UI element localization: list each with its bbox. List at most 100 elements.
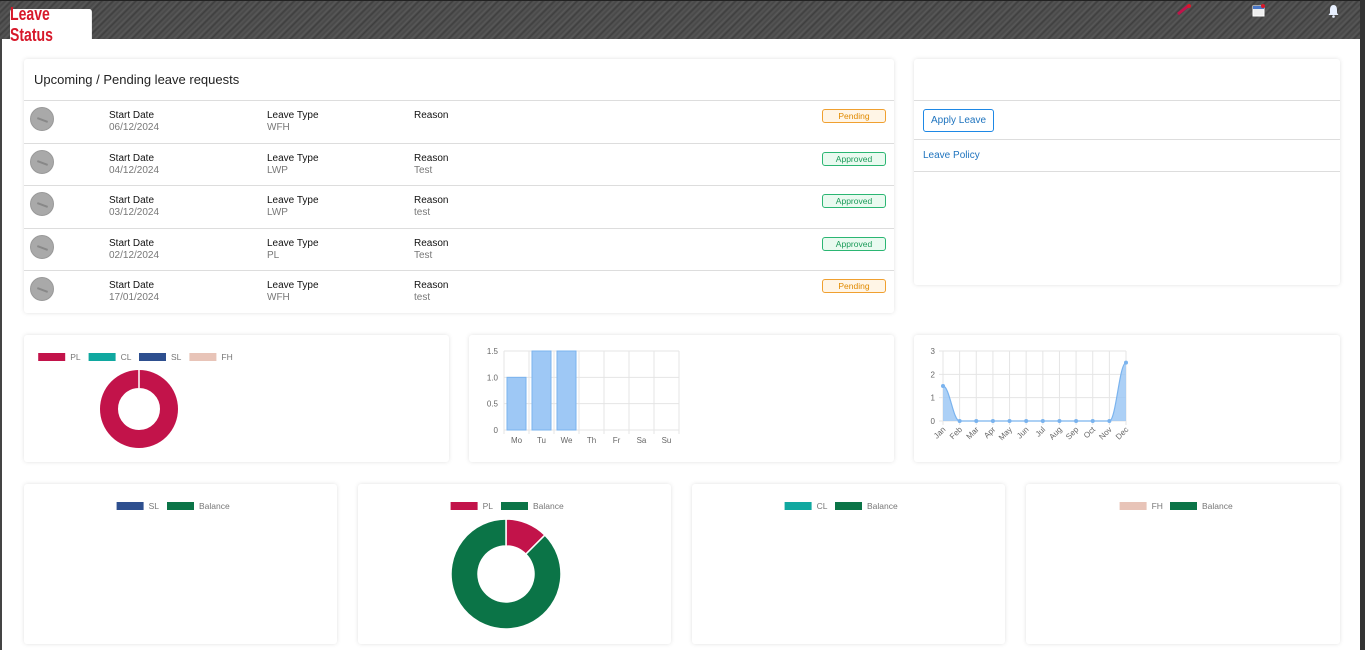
reason-label: Reason (414, 195, 449, 207)
avatar (30, 192, 54, 217)
y-tick-label: 3 (931, 347, 936, 356)
legend-label-pl: PL (70, 352, 81, 362)
legend-label-sl: SL (149, 501, 160, 511)
area-line (942, 362, 1127, 422)
leave-requests-card: Upcoming / Pending leave requests Start … (24, 59, 894, 313)
x-tick-label: Dec (1114, 425, 1130, 441)
window-left-edge (0, 0, 2, 650)
leave-policy-link[interactable]: Leave Policy (923, 150, 980, 161)
legend-label-cl: CL (817, 501, 828, 511)
leave-type-value: LWP (267, 207, 288, 219)
y-tick-label: 2 (931, 370, 936, 379)
start-date-value: 17/01/2024 (109, 292, 160, 304)
top-bar: Leave Status (0, 0, 1360, 45)
legend-label-balance: Balance (199, 501, 230, 511)
legend-swatch-pl (450, 502, 478, 510)
x-tick-label: Oct (1082, 425, 1098, 441)
flag-icon[interactable] (1176, 4, 1191, 18)
point-aug (1057, 419, 1062, 423)
status-badge: Approved (822, 151, 886, 166)
avatar (30, 234, 54, 259)
x-tick-label: Su (662, 436, 672, 445)
y-tick-label: 0.5 (487, 400, 499, 409)
reason-label: Reason (414, 280, 449, 292)
start-date-value: 03/12/2024 (109, 207, 160, 219)
legend-swatch-cl (784, 502, 812, 510)
start-date-label: Start Date (109, 280, 155, 292)
sl-balance-card: SL Balance (24, 484, 337, 644)
table-row[interactable]: Start Date 02/12/2024 Leave Type PL Reas… (24, 227, 894, 271)
leave-type-label: Leave Type (267, 280, 319, 292)
x-tick-label: Sa (637, 436, 647, 445)
x-tick-label: Fr (613, 436, 621, 445)
start-date-label: Start Date (109, 195, 155, 207)
start-date-value: 06/12/2024 (109, 122, 160, 133)
x-tick-label: Apr (982, 425, 997, 440)
leave-type-value: LWP (267, 164, 288, 176)
point-oct (1090, 419, 1095, 423)
calendar-icon[interactable] (1252, 4, 1266, 18)
area-fill (943, 362, 1126, 421)
legend-label-cl: CL (121, 352, 132, 362)
leave-type-value: PL (267, 249, 280, 261)
legend-label-sl: SL (171, 352, 182, 362)
bar-mo (506, 376, 527, 431)
start-date-value: 04/12/2024 (109, 164, 160, 176)
requests-title: Upcoming / Pending leave requests (34, 72, 240, 87)
point-jan (941, 384, 945, 388)
bar-tu (531, 350, 552, 431)
point-jul (1040, 419, 1045, 423)
legend-swatch-cl (88, 353, 116, 361)
legend-label-balance: Balance (867, 501, 898, 511)
y-tick-label: 1 (931, 394, 936, 403)
avatar (30, 107, 54, 131)
reason-value: test (414, 207, 431, 219)
legend-swatch-sl (139, 353, 166, 361)
point-may (1007, 419, 1012, 423)
status-badge: Pending (822, 109, 886, 123)
monthly-area-card: 0 1 2 3 Jan Feb Mar Apr May Jun Jul Aug Sep Oct Nov Dec (914, 335, 1340, 462)
cl-balance-card: CL Balance (692, 484, 1005, 644)
apply-leave-button[interactable]: Apply Leave (923, 109, 994, 132)
legend-label-pl: PL (483, 501, 494, 511)
weekday-bar-card: 0 0.5 1.0 1.5 Mo Tu We Th Fr Sa Su (469, 335, 894, 462)
x-tick-label: Aug (1047, 425, 1063, 441)
pie-slice-balance (450, 518, 562, 630)
point-dec (1124, 360, 1128, 365)
bell-icon[interactable] (1327, 4, 1341, 18)
start-date-value: 02/12/2024 (109, 249, 160, 261)
avatar (30, 149, 54, 174)
leave-type-label: Leave Type (267, 152, 319, 164)
y-tick-label: 0 (931, 417, 936, 426)
legend-swatch-balance (167, 502, 194, 510)
x-tick-label: Jan (932, 425, 947, 440)
bar-we (556, 350, 577, 431)
reason-label: Reason (414, 237, 449, 249)
legend-swatch-pl (38, 353, 66, 361)
x-tick-label: Nov (1097, 425, 1113, 441)
x-tick-label: Jun (1015, 425, 1030, 440)
reason-value: test (414, 292, 431, 304)
y-tick-label: 1.5 (487, 347, 499, 356)
table-row[interactable]: Start Date 03/12/2024 Leave Type LWP Rea… (24, 185, 894, 228)
table-row[interactable]: Start Date 06/12/2024 Leave Type WFH Rea… (24, 100, 894, 143)
table-row[interactable]: Start Date 17/01/2024 Leave Type WFH Rea… (24, 270, 894, 313)
status-badge: Pending (822, 279, 886, 294)
point-mar (974, 419, 979, 423)
x-tick-label: Mo (511, 436, 523, 445)
legend-label-balance: Balance (533, 501, 564, 511)
legend-swatch-balance (501, 502, 528, 510)
table-row[interactable]: Start Date 04/12/2024 Leave Type LWP Rea… (24, 142, 894, 186)
point-sep (1074, 419, 1079, 423)
x-tick-label: Mar (965, 425, 981, 441)
reason-label: Reason (414, 152, 449, 164)
point-feb (957, 419, 962, 423)
tab-leave-status[interactable]: Leave Status (10, 4, 92, 45)
point-apr (990, 419, 995, 423)
leave-type-label: Leave Type (267, 195, 319, 207)
x-tick-label: Sep (1064, 425, 1081, 442)
point-nov (1107, 419, 1112, 423)
fh-balance-card: FH Balance (1026, 484, 1340, 644)
pl-balance-card: PL Balance (358, 484, 671, 644)
reason-value: Test (414, 249, 433, 261)
